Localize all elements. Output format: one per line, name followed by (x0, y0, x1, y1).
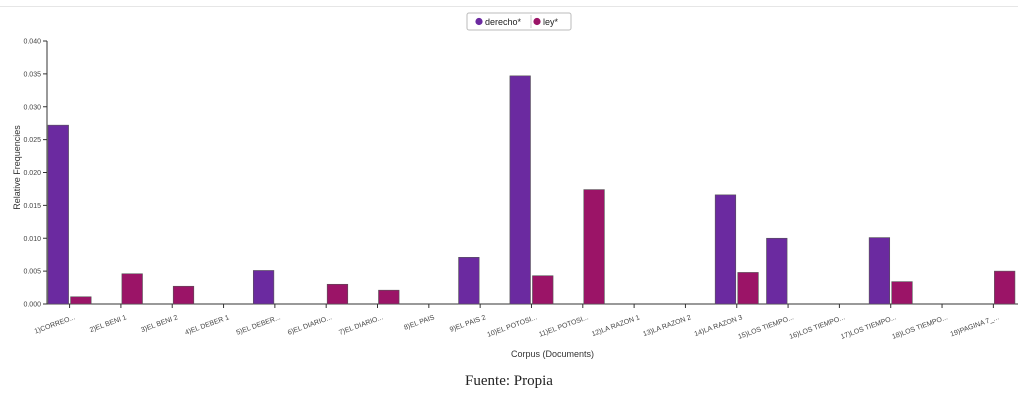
x-tick-label: 19)PAGINA 7_... (950, 314, 1001, 338)
x-tick-label: 13)LA RAZON 2 (642, 314, 692, 338)
y-axis-title: Relative Frequencies (12, 125, 22, 210)
bar-ley-14 (737, 272, 759, 305)
bar-ley-2 (121, 273, 143, 305)
x-tick-label: 9)EL PAIS 2 (449, 314, 487, 334)
x-tick-label: 2)EL BENI 1 (89, 314, 128, 334)
bar-derecho-14 (714, 194, 737, 305)
x-tick-label: 15)LOS TIEMPO... (737, 314, 795, 341)
x-tick-label: 18)LOS TIEMPO... (891, 314, 949, 341)
y-tick-label: 0.015 (23, 203, 41, 210)
bar-derecho-15 (766, 237, 788, 305)
figure-caption: Fuente: Propia (465, 373, 553, 389)
bar-ley-7 (378, 289, 400, 305)
y-tick-label: 0.030 (23, 104, 41, 111)
legend-label-ley[interactable]: ley* (543, 17, 559, 27)
legend-marker-ley[interactable] (533, 17, 541, 26)
x-axis-title: Corpus (Documents) (511, 349, 594, 359)
x-tick-label: 17)LOS TIEMPO... (840, 314, 898, 341)
bar-ley-19 (994, 270, 1016, 305)
bar-derecho-9 (458, 257, 480, 305)
legend (466, 12, 572, 31)
bar-derecho-10 (509, 75, 531, 305)
x-tick-label: 1)CORREO... (34, 314, 77, 335)
y-tick-label: 0.040 (23, 39, 41, 46)
legend-marker-derecho[interactable] (475, 17, 483, 26)
x-tick-label: 14)LA RAZON 3 (694, 314, 744, 338)
bar-derecho-17 (868, 237, 891, 305)
legend-label-derecho[interactable]: derecho* (485, 17, 522, 27)
y-tick-label: 0.000 (23, 302, 41, 309)
x-tick-label: 5)EL DEBER... (236, 314, 282, 336)
bar-ley-11 (583, 189, 605, 305)
x-tick-label: 3)EL BENI 2 (140, 314, 179, 334)
bar-ley-1 (70, 296, 92, 305)
y-tick-label: 0.035 (23, 71, 41, 78)
bar-derecho-1 (47, 124, 69, 305)
x-tick-label: 4)EL DEBER 1 (184, 314, 230, 336)
bar-ley-17 (891, 281, 913, 305)
x-tick-label: 16)LOS TIEMPO... (789, 314, 847, 341)
x-tick-label: 12)LA RAZON 1 (591, 314, 641, 338)
x-tick-label: 6)EL DIARIO... (287, 314, 333, 336)
x-tick-label: 7)EL DIARIO... (338, 314, 384, 336)
top-divider (0, 6, 1018, 7)
x-tick-label: 11)EL POTOSI... (538, 314, 589, 338)
y-tick-label: 0.005 (23, 269, 41, 276)
bar-ley-3 (172, 285, 195, 305)
y-tick-label: 0.020 (23, 170, 41, 177)
y-tick-label: 0.010 (23, 236, 41, 243)
x-tick-label: 10)EL POTOSI... (486, 314, 538, 339)
bar-ley-10 (532, 275, 554, 305)
bar-ley-6 (326, 283, 349, 305)
y-tick-label: 0.025 (23, 137, 41, 144)
bar-derecho-5 (252, 270, 275, 305)
x-tick-label: 8)EL PAIS (403, 314, 436, 332)
